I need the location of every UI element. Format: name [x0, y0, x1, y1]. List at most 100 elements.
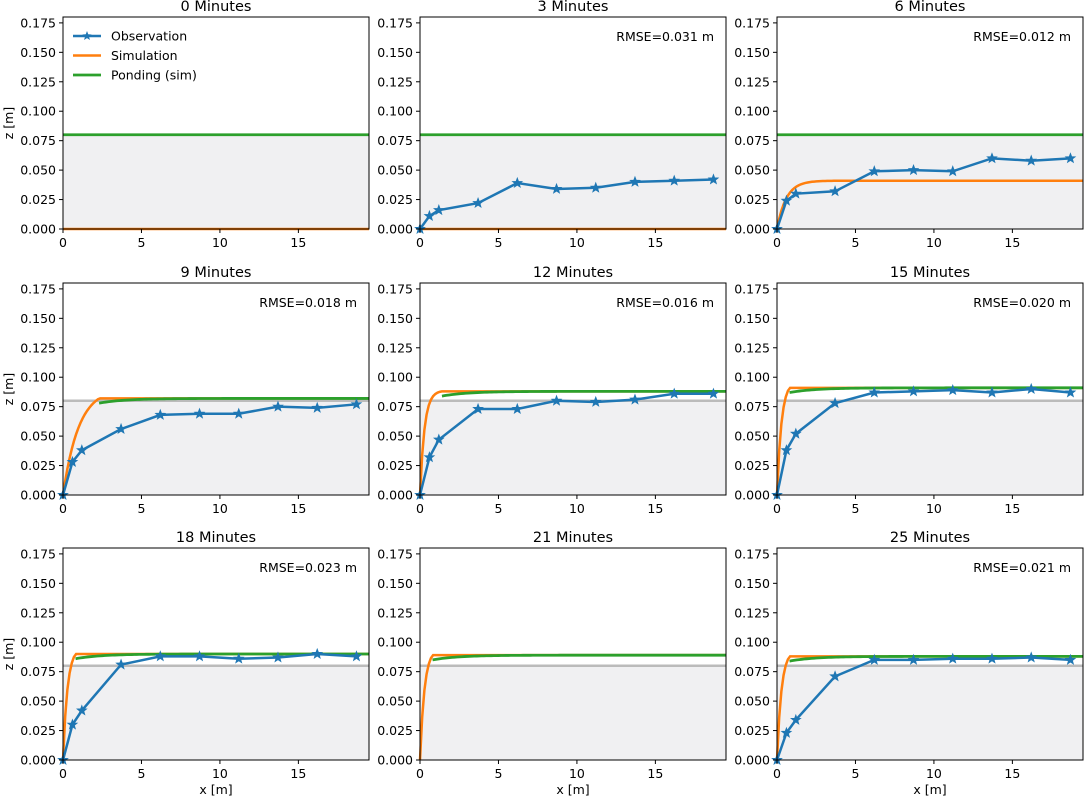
soil-fill [777, 400, 1083, 495]
y-tick-label: 0.100 [377, 370, 413, 385]
observation-point [668, 174, 681, 186]
subplot-title: 18 Minutes [176, 530, 256, 546]
y-tick-label: 0.000 [377, 753, 413, 768]
observation-point [829, 396, 841, 409]
simulation-line [775, 179, 1083, 230]
axes-frame [62, 282, 370, 496]
observation-point [789, 427, 802, 439]
observation-point [1025, 651, 1038, 663]
subplot-3: 0.000 0.025 0.050 0.075 0.100 0.125 0.150 0.175… [734, 0, 1084, 250]
observation-point [1064, 653, 1077, 665]
observation-point [232, 407, 245, 419]
y-tick-label: 0.000 [377, 222, 413, 237]
y-tick-label: 0.075 [377, 664, 413, 679]
subplot-title: 12 Minutes [533, 265, 613, 281]
axes-frame [776, 282, 1084, 496]
observation-line [61, 652, 357, 761]
observation-point [1025, 154, 1038, 166]
x-tick-label: 10 [926, 766, 942, 781]
y-tick-label: 0.175 [377, 546, 413, 561]
y-tick-label: 0.075 [734, 664, 770, 679]
observation-point [432, 204, 445, 216]
x-tick-label: 10 [212, 766, 228, 781]
observation-point [629, 393, 641, 405]
y-tick-label: 0.125 [734, 605, 770, 620]
y-tick-label: 0.075 [20, 133, 56, 148]
x-tick-label: 0 [416, 766, 424, 781]
axes-frame [419, 16, 727, 230]
x-tick-label: 15 [290, 235, 306, 250]
observation-point [66, 455, 79, 467]
y-tick-label: 0.000 [20, 222, 56, 237]
observation-point [629, 175, 641, 187]
legend-entry: Observation [111, 29, 187, 44]
y-axis-label: z [m] [1, 373, 16, 405]
x-tick-label: 0 [416, 235, 424, 250]
y-tick-label: 0.100 [734, 370, 770, 385]
x-tick-label: 0 [773, 235, 781, 250]
x-tick-label: 15 [647, 235, 663, 250]
observation-line [775, 656, 1071, 761]
x-tick-label: 5 [137, 766, 145, 781]
x-tick-label: 5 [137, 235, 145, 250]
y-tick-label: 0.025 [20, 192, 56, 207]
soil-fill [420, 400, 726, 495]
x-tick-label: 15 [1004, 501, 1020, 516]
axes-frame [419, 547, 727, 761]
y-tick-label: 0.025 [377, 192, 413, 207]
y-tick-label: 0.000 [734, 222, 770, 237]
y-tick-label: 0.025 [734, 723, 770, 738]
observation-point [1025, 382, 1038, 394]
y-tick-label: 0.000 [20, 753, 56, 768]
y-tick-label: 0.125 [377, 340, 413, 355]
observation-point [272, 400, 284, 412]
x-tick-label: 5 [494, 235, 502, 250]
observation-point [350, 650, 363, 662]
y-tick-label: 0.050 [734, 163, 770, 178]
observation-point [472, 196, 484, 209]
subplot-7: 0.000 0.025 0.050 0.075 0.100 0.125 0.150 0.175… [1, 530, 370, 797]
y-tick-label: 0.150 [377, 311, 413, 326]
y-tick-label: 0.150 [377, 45, 413, 60]
observation-point [780, 444, 793, 456]
y-axis-label: z [m] [1, 107, 16, 139]
observation-point [907, 385, 920, 397]
rmse-annotation: RMSE=0.023 m [259, 560, 357, 575]
axes-frame [62, 547, 370, 761]
observation-point [550, 394, 563, 406]
y-tick-label: 0.125 [20, 605, 56, 620]
observation-point [232, 652, 245, 664]
y-tick-label: 0.100 [20, 370, 56, 385]
observation-line [61, 403, 357, 496]
y-tick-label: 0.125 [377, 605, 413, 620]
y-tick-label: 0.175 [20, 546, 56, 561]
soil-fill [420, 665, 726, 760]
y-tick-label: 0.125 [377, 74, 413, 89]
observation-line [775, 157, 1071, 230]
y-tick-label: 0.050 [734, 694, 770, 709]
x-tick-label: 0 [59, 501, 67, 516]
observation-point [829, 670, 841, 682]
subplot-title: 15 Minutes [890, 265, 970, 281]
x-tick-label: 5 [851, 501, 859, 516]
y-tick-label: 0.025 [20, 723, 56, 738]
subplot-title: 25 Minutes [890, 530, 970, 546]
legend-entry: Simulation [111, 48, 178, 63]
rmse-annotation: RMSE=0.012 m [973, 29, 1071, 44]
y-tick-label: 0.100 [734, 104, 770, 119]
y-tick-label: 0.025 [734, 192, 770, 207]
x-tick-label: 15 [1004, 766, 1020, 781]
observation-point [472, 402, 484, 414]
observation-point [668, 387, 681, 399]
y-tick-label: 0.025 [377, 458, 413, 473]
y-tick-label: 0.175 [20, 281, 56, 296]
soil-fill [63, 665, 369, 760]
legend-marker [82, 31, 92, 41]
x-axis-label: x [m] [199, 782, 232, 797]
x-tick-label: 15 [647, 501, 663, 516]
y-tick-label: 0.025 [20, 458, 56, 473]
observation-point [75, 704, 88, 716]
x-tick-label: 0 [416, 501, 424, 516]
y-tick-label: 0.050 [377, 163, 413, 178]
observation-point [986, 152, 998, 164]
